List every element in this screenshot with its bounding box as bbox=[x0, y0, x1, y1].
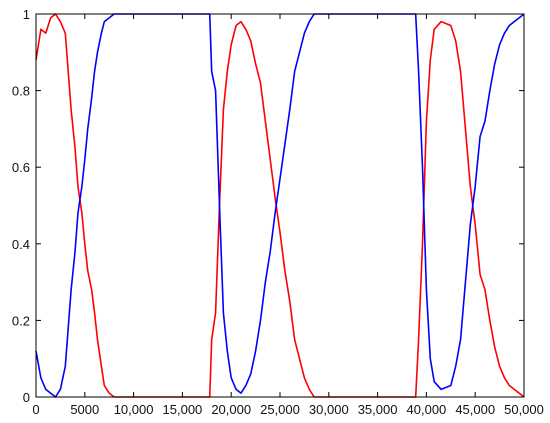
y-tick-label: 1 bbox=[23, 7, 30, 22]
series-line-1 bbox=[35, 13, 525, 398]
y-tick-label: 0.2 bbox=[12, 313, 30, 328]
x-tick-label: 45,000 bbox=[455, 402, 495, 417]
series-layer bbox=[35, 13, 525, 398]
x-tick-label: 35,000 bbox=[358, 402, 398, 417]
axes-frame bbox=[35, 13, 525, 398]
x-tick-label: 5000 bbox=[70, 402, 99, 417]
axes-box bbox=[35, 13, 525, 398]
x-tick-label: 10,000 bbox=[114, 402, 154, 417]
y-tick-label: 0 bbox=[23, 390, 30, 405]
y-tick-label: 0.6 bbox=[12, 160, 30, 175]
x-tick-label: 40,000 bbox=[407, 402, 447, 417]
y-tick-label: 0.4 bbox=[12, 237, 30, 252]
tick-layer: 0 5000 10,000 15,000 20,000 25,000 30,000 35,00… bbox=[12, 7, 544, 417]
y-tick-label: 0.8 bbox=[12, 84, 30, 99]
x-tick-label: 15,000 bbox=[163, 402, 203, 417]
x-tick-label: 25,000 bbox=[260, 402, 300, 417]
x-tick-label: 0 bbox=[32, 402, 39, 417]
x-tick-label: 50,000 bbox=[504, 402, 544, 417]
x-tick-label: 30,000 bbox=[309, 402, 349, 417]
series-line-2 bbox=[35, 13, 525, 398]
x-tick-label: 20,000 bbox=[211, 402, 251, 417]
